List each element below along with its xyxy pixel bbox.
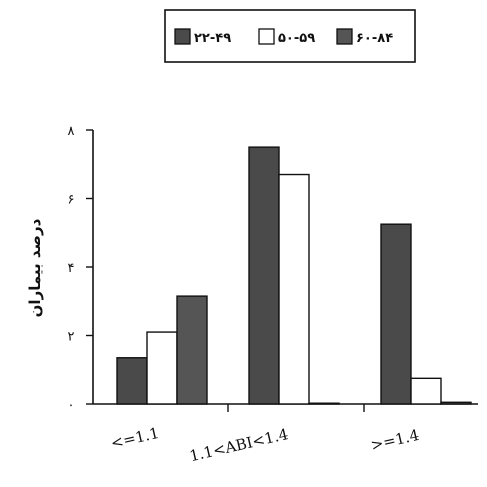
- bar: [308, 402, 340, 405]
- bar: [248, 146, 280, 405]
- bar: [116, 357, 148, 405]
- legend: ۲۲-۴۹ ۵۰-۵۹ ۶۰-۸۴: [164, 9, 416, 63]
- x-ticks: [227, 404, 365, 412]
- legend-label: ۲۲-۴۹: [194, 31, 231, 46]
- bar: [278, 173, 310, 405]
- x-category-label: 1.1<ABI<1.4: [188, 425, 290, 465]
- y-ticks: ۰ ۲ ۴ ۶ ۸: [68, 124, 93, 413]
- category-labels: <=1.1 1.1<ABI<1.4 >=1.4: [109, 424, 421, 465]
- bars: [116, 146, 472, 405]
- legend-box: [164, 9, 416, 63]
- y-tick-label: ۶: [68, 193, 75, 208]
- legend-label: ۵۰-۵۹: [278, 31, 315, 46]
- y-tick-label: ۲: [68, 330, 75, 345]
- bar: [410, 377, 442, 405]
- x-category-label: >=1.4: [369, 426, 421, 455]
- legend-swatch: [258, 28, 275, 45]
- y-tick-label: ۴: [68, 261, 75, 276]
- y-tick-label: ۰: [68, 398, 75, 413]
- bar: [440, 401, 472, 405]
- bar: [176, 295, 208, 405]
- y-axis-label: درصد بیماران: [26, 218, 44, 317]
- y-tick-label: ۸: [68, 124, 75, 139]
- legend-label: ۶۰-۸۴: [356, 31, 393, 46]
- legend-swatch: [336, 28, 353, 45]
- legend-swatch: [174, 28, 191, 45]
- bar: [146, 331, 178, 405]
- x-category-label: <=1.1: [109, 424, 161, 453]
- bar: [380, 223, 412, 405]
